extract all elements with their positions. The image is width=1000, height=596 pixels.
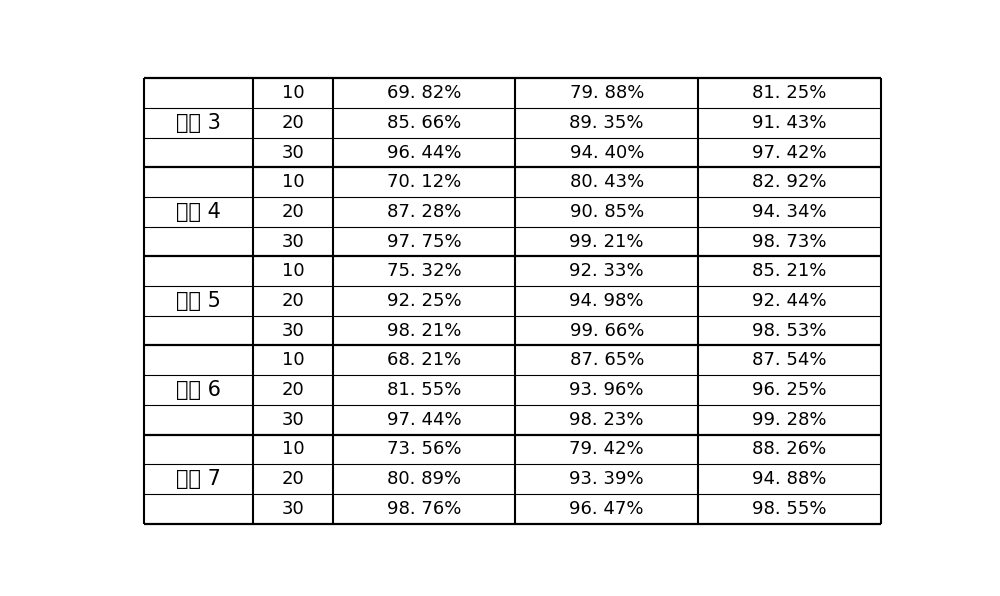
Text: 90. 85%: 90. 85% (570, 203, 644, 221)
Text: 20: 20 (282, 292, 304, 310)
Text: 配方 7: 配方 7 (176, 469, 221, 489)
Text: 91. 43%: 91. 43% (752, 114, 827, 132)
Text: 配方 5: 配方 5 (176, 291, 221, 311)
Text: 87. 28%: 87. 28% (387, 203, 461, 221)
Text: 68. 21%: 68. 21% (387, 351, 461, 370)
Text: 20: 20 (282, 381, 304, 399)
Text: 70. 12%: 70. 12% (387, 173, 461, 191)
Text: 80. 89%: 80. 89% (387, 470, 461, 488)
Text: 10: 10 (282, 173, 304, 191)
Text: 92. 44%: 92. 44% (752, 292, 827, 310)
Text: 73. 56%: 73. 56% (387, 440, 461, 458)
Text: 94. 34%: 94. 34% (752, 203, 827, 221)
Text: 85. 66%: 85. 66% (387, 114, 461, 132)
Text: 97. 44%: 97. 44% (387, 411, 461, 429)
Text: 96. 47%: 96. 47% (569, 499, 644, 518)
Text: 94. 98%: 94. 98% (569, 292, 644, 310)
Text: 30: 30 (282, 411, 304, 429)
Text: 98. 76%: 98. 76% (387, 499, 461, 518)
Text: 配方 3: 配方 3 (176, 113, 221, 133)
Text: 81. 55%: 81. 55% (387, 381, 461, 399)
Text: 92. 33%: 92. 33% (569, 262, 644, 280)
Text: 99. 28%: 99. 28% (752, 411, 827, 429)
Text: 94. 88%: 94. 88% (752, 470, 827, 488)
Text: 85. 21%: 85. 21% (752, 262, 827, 280)
Text: 69. 82%: 69. 82% (387, 84, 461, 103)
Text: 30: 30 (282, 499, 304, 518)
Text: 配方 4: 配方 4 (176, 202, 221, 222)
Text: 94. 40%: 94. 40% (570, 144, 644, 162)
Text: 30: 30 (282, 232, 304, 251)
Text: 89. 35%: 89. 35% (569, 114, 644, 132)
Text: 98. 53%: 98. 53% (752, 322, 827, 340)
Text: 配方 6: 配方 6 (176, 380, 221, 400)
Text: 98. 73%: 98. 73% (752, 232, 827, 251)
Text: 97. 42%: 97. 42% (752, 144, 827, 162)
Text: 81. 25%: 81. 25% (752, 84, 827, 103)
Text: 98. 21%: 98. 21% (387, 322, 461, 340)
Text: 10: 10 (282, 440, 304, 458)
Text: 10: 10 (282, 84, 304, 103)
Text: 20: 20 (282, 114, 304, 132)
Text: 93. 96%: 93. 96% (569, 381, 644, 399)
Text: 80. 43%: 80. 43% (570, 173, 644, 191)
Text: 79. 42%: 79. 42% (569, 440, 644, 458)
Text: 92. 25%: 92. 25% (387, 292, 461, 310)
Text: 82. 92%: 82. 92% (752, 173, 827, 191)
Text: 98. 23%: 98. 23% (569, 411, 644, 429)
Text: 20: 20 (282, 203, 304, 221)
Text: 93. 39%: 93. 39% (569, 470, 644, 488)
Text: 98. 55%: 98. 55% (752, 499, 827, 518)
Text: 79. 88%: 79. 88% (570, 84, 644, 103)
Text: 75. 32%: 75. 32% (387, 262, 461, 280)
Text: 30: 30 (282, 322, 304, 340)
Text: 87. 54%: 87. 54% (752, 351, 827, 370)
Text: 97. 75%: 97. 75% (387, 232, 461, 251)
Text: 10: 10 (282, 351, 304, 370)
Text: 99. 21%: 99. 21% (569, 232, 644, 251)
Text: 99. 66%: 99. 66% (570, 322, 644, 340)
Text: 88. 26%: 88. 26% (752, 440, 826, 458)
Text: 10: 10 (282, 262, 304, 280)
Text: 87. 65%: 87. 65% (570, 351, 644, 370)
Text: 96. 25%: 96. 25% (752, 381, 827, 399)
Text: 30: 30 (282, 144, 304, 162)
Text: 20: 20 (282, 470, 304, 488)
Text: 96. 44%: 96. 44% (387, 144, 461, 162)
